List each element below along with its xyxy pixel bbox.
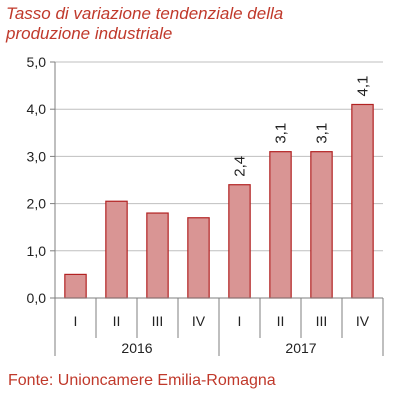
bar bbox=[146, 212, 169, 299]
x-tick-label: IV bbox=[192, 313, 206, 329]
data-label: 2,4 bbox=[232, 156, 249, 177]
chart-title-line-2: produzione industriale bbox=[6, 24, 173, 43]
chart-title: Tasso di variazione tendenziale della pr… bbox=[6, 4, 396, 44]
x-tick-label: III bbox=[152, 313, 164, 329]
data-label: 3,1 bbox=[273, 123, 290, 144]
x-tick-label: II bbox=[113, 313, 121, 329]
x-tick-label: IV bbox=[356, 313, 370, 329]
y-tick-label: 4,0 bbox=[27, 101, 47, 117]
x-tick-label: I bbox=[74, 313, 78, 329]
bar bbox=[269, 151, 292, 299]
data-label: 3,1 bbox=[314, 123, 331, 144]
bar bbox=[187, 217, 210, 299]
bar bbox=[351, 103, 374, 299]
bar bbox=[310, 151, 333, 299]
bar-chart: 0,01,02,03,04,05,02,43,1 3,14,1I II III IV I I… bbox=[27, 54, 384, 356]
x-tick-label: II bbox=[277, 313, 285, 329]
y-tick-label: 2,0 bbox=[27, 196, 47, 212]
x-group-label: 2016 bbox=[121, 340, 152, 356]
bar bbox=[64, 273, 87, 299]
chart-title-line-1: Tasso di variazione tendenziale della bbox=[6, 4, 284, 23]
y-tick-label: 3,0 bbox=[27, 148, 47, 164]
y-tick-label: 0,0 bbox=[27, 290, 47, 306]
x-tick-label: III bbox=[316, 313, 328, 329]
source-note: Fonte: Unioncamere Emilia-Romagna bbox=[8, 372, 276, 389]
x-tick-label: I bbox=[238, 313, 242, 329]
bar bbox=[228, 184, 251, 299]
y-tick-label: 5,0 bbox=[27, 54, 47, 70]
x-group-label: 2017 bbox=[285, 340, 316, 356]
data-label: 4,1 bbox=[355, 76, 372, 97]
y-tick-label: 1,0 bbox=[27, 243, 47, 259]
bar bbox=[105, 200, 128, 299]
